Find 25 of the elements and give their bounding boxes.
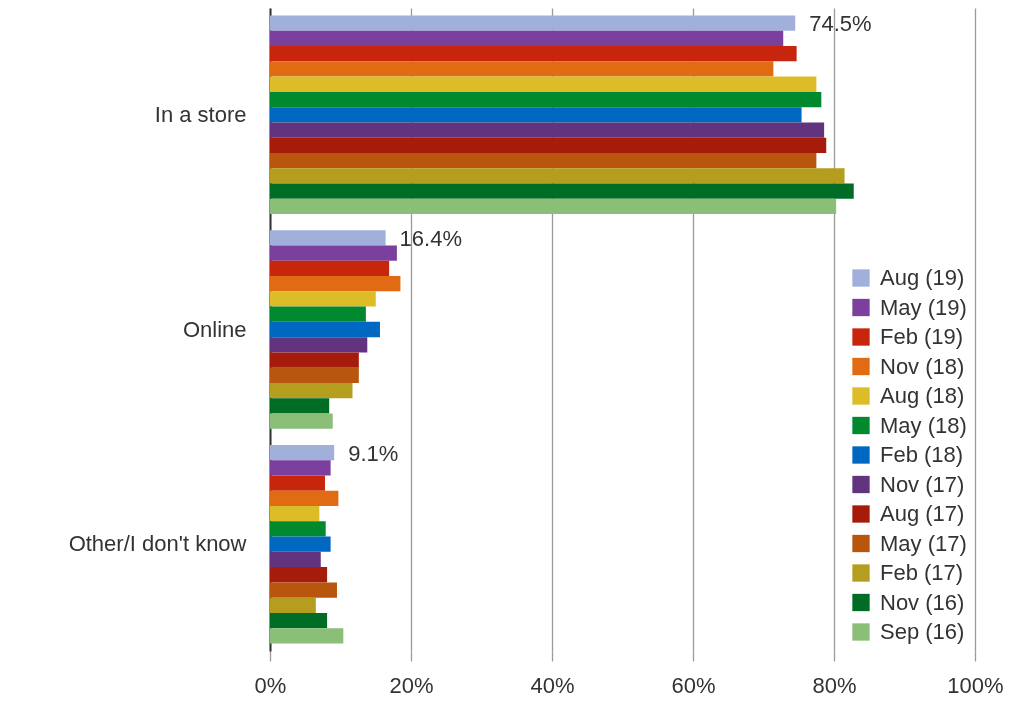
data-label: 74.5% xyxy=(809,11,872,37)
legend-label: Nov (18) xyxy=(880,353,965,379)
legend-label: Feb (19) xyxy=(880,324,964,349)
y-tick-label: Online xyxy=(182,316,247,342)
data-label: 9.1% xyxy=(348,440,399,466)
legend-label: Aug (18) xyxy=(880,383,965,408)
y-tick-label: In a store xyxy=(154,101,247,127)
x-tick-label: 60% xyxy=(671,672,716,698)
x-tick-label: 80% xyxy=(812,672,857,698)
legend-label: May (19) xyxy=(880,294,967,320)
legend-label: Sep (16) xyxy=(880,619,965,644)
legend-label: Feb (18) xyxy=(880,442,964,467)
x-tick-label: 100% xyxy=(947,672,1004,698)
legend-label: May (17) xyxy=(880,530,967,556)
x-tick-label: 0% xyxy=(254,672,287,698)
legend-label: Nov (17) xyxy=(880,471,965,497)
data-label: 16.4% xyxy=(399,225,463,251)
x-tick-label: 40% xyxy=(530,672,575,698)
legend-label: Aug (17) xyxy=(880,501,965,526)
legend-label: Aug (19) xyxy=(880,265,965,290)
legend-label: May (18) xyxy=(880,412,967,438)
legend-label: Nov (16) xyxy=(880,589,965,615)
x-tick-label: 20% xyxy=(389,672,434,698)
legend-label: Feb (17) xyxy=(880,560,964,585)
y-tick-label: Other/I don't know xyxy=(68,531,247,557)
